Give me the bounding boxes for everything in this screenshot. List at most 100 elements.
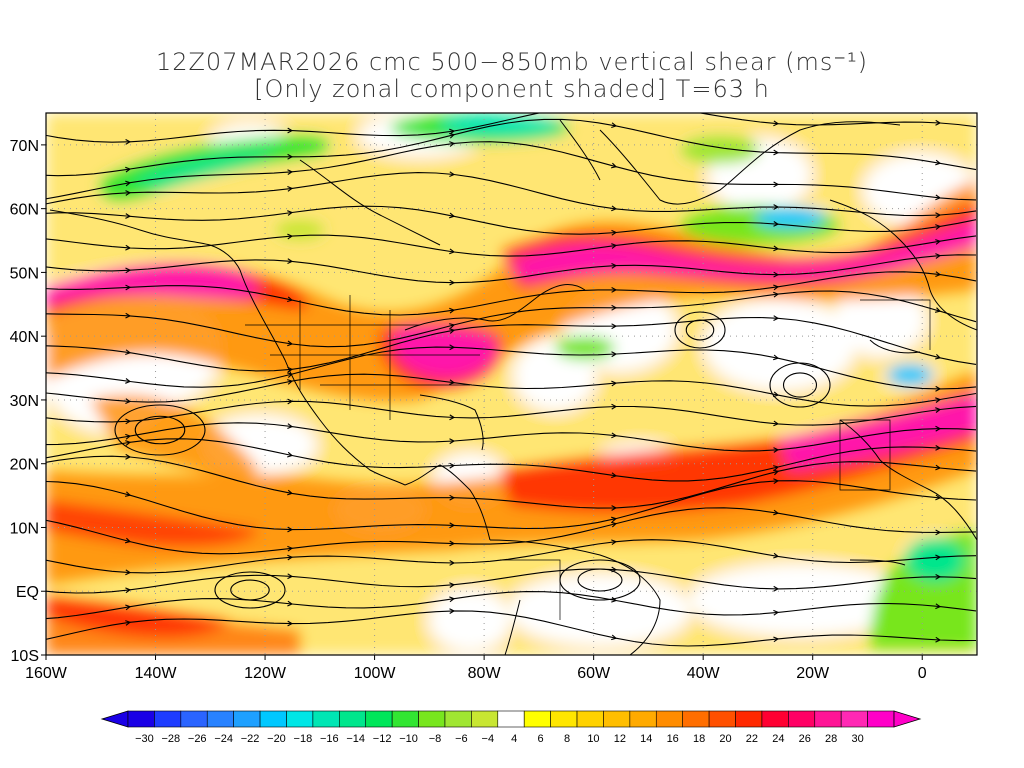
colorbar-label: −6 [455,733,468,745]
streamline-arrow [611,521,618,528]
streamline [46,400,977,426]
colorbar-swatch [629,710,657,728]
streamline-arrow [124,491,132,497]
colorbar-swatch [735,710,763,728]
streamline-arrow [935,603,942,610]
streamline-arrow [610,162,618,169]
streamline-arrow [449,307,456,314]
streamline [46,568,977,594]
colorbar-swatch [603,710,631,728]
streamline-swirl [674,311,726,349]
colorbar-swatch [788,710,816,728]
streamline-arrow [935,385,942,392]
streamline-arrow [611,516,618,523]
streamline [46,271,977,316]
colorbar-label: −4 [482,733,495,745]
lon-tick-label: 100W [354,665,397,682]
streamline-arrow [773,204,780,210]
streamline-arrow [125,213,132,219]
colorbar-label: −12 [373,733,392,745]
streamline-arrow [611,323,618,330]
colorbar-swatch [391,710,419,728]
shaded-field [46,113,977,655]
streamline-arrow [287,451,294,458]
streamline-arrow [773,552,780,559]
streamline-arrow [449,494,456,501]
streamline-arrow [287,554,294,561]
streamline-arrow [773,609,780,616]
colorbar-swatch [444,710,472,728]
streamline-arrow [611,432,618,439]
streamline-arrow [449,248,456,255]
streamline-arrow [449,323,456,329]
streamline-arrow [287,379,294,385]
plot-frame [45,112,978,656]
streamline-arrow [287,340,294,347]
lat-tick-label: EQ [16,584,39,601]
streamline-arrow [773,354,780,361]
streamline-arrow [935,212,942,219]
streamline-swirl [114,404,206,456]
coastlines [49,119,977,655]
streamline-arrow [125,398,132,405]
colorbar-label: −8 [429,733,442,745]
streamline [46,455,977,509]
streamline-arrow [449,328,456,334]
streamline-arrow [449,582,456,588]
lon-tick-label: 0 [918,665,927,682]
colorbar-swatch [840,710,868,728]
streamline-arrow [935,194,942,201]
streamline-arrow [287,423,294,430]
lon-axis: 160W 140W 120W 100W 80W 60W 40W 20W 0 [25,655,927,682]
streamline-arrow [287,127,294,134]
streamline-arrow [125,190,132,196]
colorbar-label: 6 [538,733,544,745]
streamline-arrow [287,296,294,303]
streamline-arrow [125,440,132,446]
streamline-arrow [287,153,294,160]
streamline-arrow [287,489,294,496]
lat-tick-label: 40N [10,329,39,346]
chart-title: 12Z07MAR2026 cmc 500−850mb vertical shea… [155,48,869,76]
streamline-arrow [125,587,132,594]
colorbar-swatch [418,710,446,728]
streamline-arrow [773,291,780,298]
streamline-swirl [214,571,286,609]
lat-tick-label: 50N [10,265,39,282]
streamline-swirl [559,559,641,601]
streamline-arrow [449,438,456,445]
streamline [46,610,977,647]
streamline-arrow [935,574,942,580]
streamline-arrow [773,509,780,516]
streamline-arrow [611,539,618,546]
streamline-arrow [935,119,942,126]
colorbar-label: 18 [693,733,705,745]
streamline-arrow [773,420,780,427]
streamline-swirl [782,372,818,398]
streamline [46,539,977,574]
streamline-arrow [287,545,294,552]
lat-tick-label: 30N [10,393,39,410]
colorbar-label: −24 [214,733,233,745]
lon-tick-label: 80W [468,665,502,682]
streamline-arrow [773,478,780,485]
streamline-arrow [449,132,456,139]
streamline-arrow [935,425,942,432]
streamline-arrow [449,344,456,351]
colorbar-label: −10 [399,733,418,745]
streamline [46,205,977,235]
streamline-arrow [935,529,942,536]
streamline-arrow [611,505,618,511]
colorbar-label: −14 [346,733,365,745]
colorbar-label: 12 [614,733,626,745]
colorbar-swatch [286,710,314,728]
streamline [46,172,977,217]
colorbar-label: −20 [267,733,286,745]
streamline-arrow [773,149,780,156]
streamline-arrow [287,573,294,580]
streamline [46,480,977,531]
streamline-arrow [773,120,780,127]
streamline-arrow [773,465,780,471]
streamline [46,422,977,452]
